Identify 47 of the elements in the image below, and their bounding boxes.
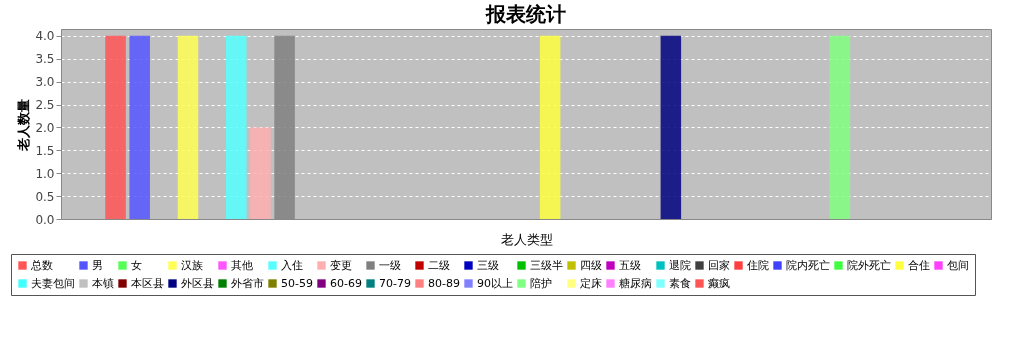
legend-label: 三级半 (530, 258, 563, 272)
legend-label: 院内死亡 (786, 258, 830, 272)
y-tick-label: 4.0 (35, 29, 55, 44)
legend-label: 男 (92, 258, 103, 272)
legend-label: 60-69 (330, 276, 362, 290)
legend-label: 三级 (477, 258, 499, 272)
legend-label: 本区县 (131, 276, 164, 290)
legend-label: 外区县 (181, 276, 214, 290)
legend-label: 四级 (580, 258, 602, 272)
legend-label: 女 (131, 258, 142, 272)
legend-label: 定床 (580, 276, 602, 290)
legend-label: 住院 (747, 258, 769, 272)
y-tick-label: 1.5 (35, 143, 55, 158)
legend-label: 入住 (281, 258, 303, 272)
legend-label: 素食 (669, 276, 691, 290)
legend-label: 回家 (708, 258, 730, 272)
y-tick-label: 2.0 (35, 120, 55, 135)
legend-label: 二级 (428, 258, 450, 272)
x-axis-title: 老人类型 (500, 231, 553, 247)
y-tick-label: 0.0 (35, 212, 55, 227)
legend-label: 糖尿病 (619, 276, 652, 290)
y-tick-label: 3.5 (35, 52, 55, 67)
y-tick-label: 0.5 (35, 189, 55, 204)
y-tick-label: 3.0 (35, 75, 55, 90)
legend-label: 癫疯 (708, 276, 730, 290)
legend-label: 50-59 (281, 276, 313, 290)
legend-label: 其他 (231, 258, 253, 272)
legend-label: 夫妻包间 (31, 276, 75, 290)
legend-label: 院外死亡 (847, 258, 891, 272)
y-tick-label: 2.5 (35, 98, 55, 113)
legend-label: 70-79 (379, 276, 411, 290)
y-axis-title: 老人数量 (16, 98, 32, 152)
legend-label: 变更 (330, 258, 352, 272)
legend-label: 外省市 (231, 276, 264, 290)
chart-title: 报表统计 (485, 2, 566, 26)
legend-label: 包间 (947, 258, 969, 272)
legend-label: 汉族 (181, 258, 203, 272)
legend-label: 90以上 (477, 276, 513, 290)
legend-label: 退院 (669, 258, 691, 272)
y-tick-label: 1.0 (35, 166, 55, 181)
legend-label: 本镇 (92, 276, 114, 290)
legend-label: 合住 (908, 258, 930, 272)
legend-label: 五级 (619, 258, 641, 272)
legend-label: 总数 (30, 258, 53, 272)
legend-label: 80-89 (428, 276, 460, 290)
legend-label: 陪护 (530, 276, 552, 290)
legend-label: 一级 (379, 258, 401, 272)
